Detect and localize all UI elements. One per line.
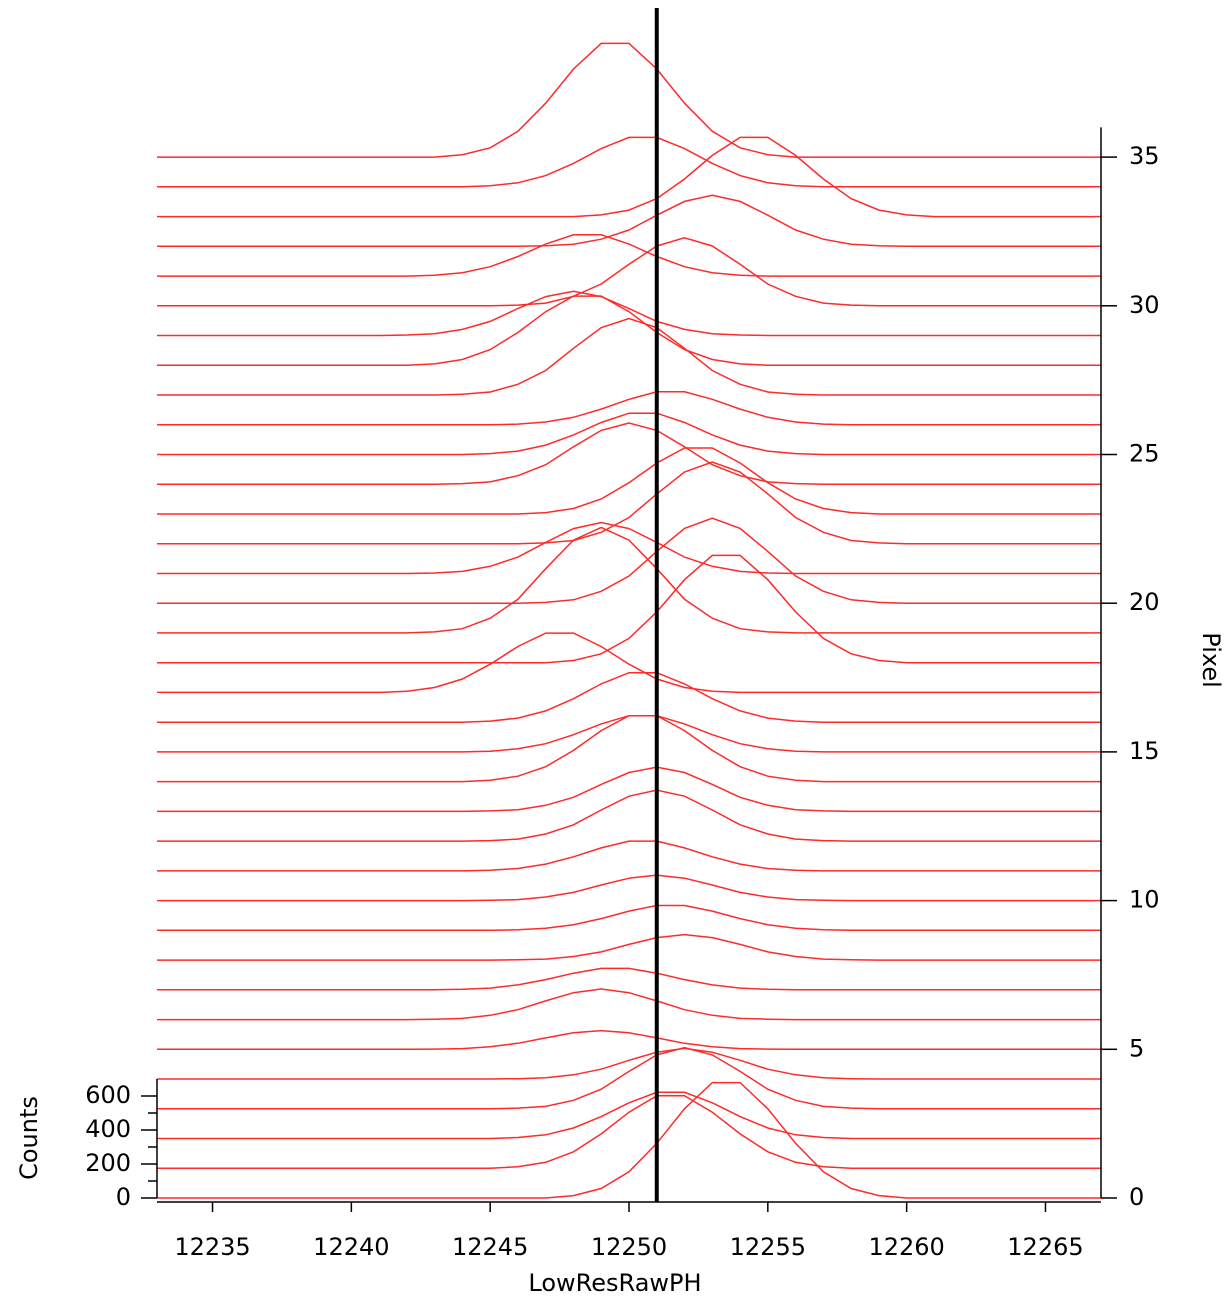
trace — [157, 234, 1101, 277]
y-tick-label: 0 — [116, 1183, 131, 1211]
trace — [157, 714, 1101, 753]
trace — [157, 1047, 1101, 1080]
y2-tick-label: 25 — [1129, 440, 1160, 468]
trace — [157, 967, 1101, 991]
trace — [157, 988, 1101, 1021]
trace — [157, 290, 1101, 337]
trace — [157, 933, 1101, 961]
y-tick-label: 600 — [85, 1081, 131, 1109]
trace — [157, 412, 1101, 456]
y2-tick-label: 20 — [1129, 588, 1160, 616]
y-tick-label: 200 — [85, 1149, 131, 1177]
y-axis-label: Counts — [15, 1096, 43, 1180]
x-tick-label: 12255 — [730, 1233, 806, 1261]
trace — [157, 1046, 1101, 1110]
y2-tick-label: 30 — [1129, 291, 1160, 319]
x-tick-label: 12240 — [313, 1233, 389, 1261]
x-tick-label: 12265 — [1007, 1233, 1083, 1261]
y2-axis-label: Pixel — [1197, 632, 1225, 688]
trace — [157, 237, 1101, 307]
trace — [157, 766, 1101, 813]
trace — [157, 714, 1101, 783]
trace — [157, 317, 1101, 396]
trace — [157, 671, 1101, 723]
y2-tick-label: 5 — [1129, 1034, 1144, 1062]
trace — [157, 517, 1101, 604]
trace — [157, 194, 1101, 248]
x-tick-label: 12250 — [591, 1233, 667, 1261]
trace — [157, 904, 1101, 932]
trace — [157, 136, 1101, 218]
y2-tick-label: 15 — [1129, 737, 1160, 765]
trace — [157, 554, 1101, 664]
x-tick-label: 12260 — [868, 1233, 944, 1261]
trace — [157, 42, 1101, 158]
trace — [157, 1081, 1101, 1199]
trace — [157, 789, 1101, 842]
y-tick-label: 400 — [85, 1115, 131, 1143]
trace — [157, 391, 1101, 426]
trace — [157, 295, 1101, 367]
trace — [157, 447, 1101, 515]
x-axis-label: LowResRawPH — [528, 1269, 701, 1297]
trace — [157, 1094, 1101, 1170]
trace — [157, 840, 1101, 872]
trace — [157, 521, 1101, 575]
y2-tick-label: 10 — [1129, 886, 1160, 914]
x-tick-label: 12235 — [174, 1233, 250, 1261]
y2-tick-label: 35 — [1129, 142, 1160, 170]
trace — [157, 1029, 1101, 1051]
trace — [157, 136, 1101, 188]
trace — [157, 632, 1101, 694]
trace — [157, 461, 1101, 545]
trace — [157, 422, 1101, 485]
x-tick-label: 12245 — [452, 1233, 528, 1261]
trace — [157, 1091, 1101, 1140]
trace — [157, 526, 1101, 634]
y2-tick-label: 0 — [1129, 1183, 1144, 1211]
trace — [157, 874, 1101, 902]
